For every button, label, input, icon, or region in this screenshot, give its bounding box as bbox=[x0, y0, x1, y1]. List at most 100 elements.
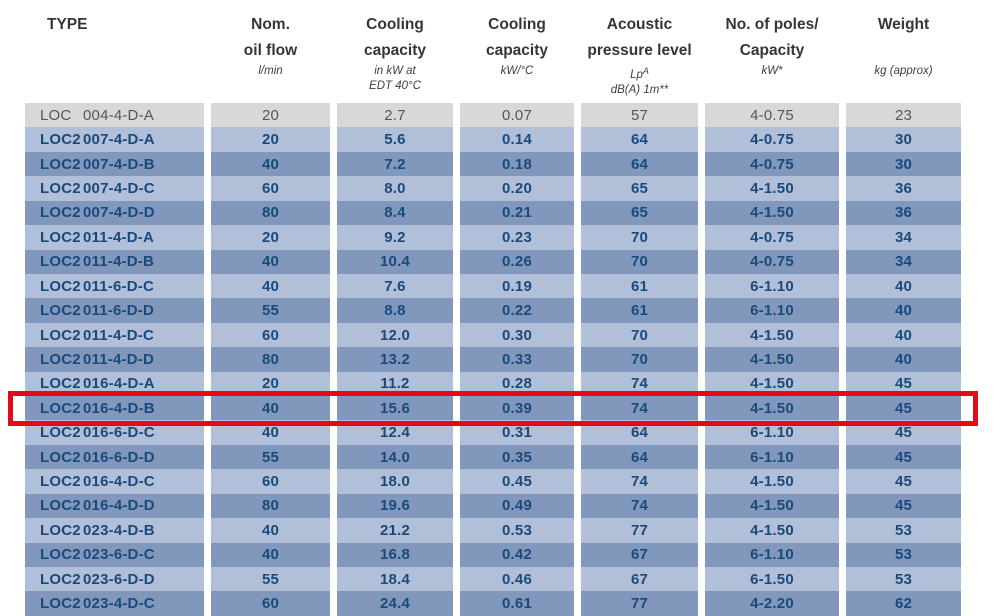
row-type-model: 016-4-D-C bbox=[83, 473, 155, 491]
cell-flow: 60 bbox=[211, 322, 330, 348]
header-unit: LpA dB(A) 1m** bbox=[610, 66, 669, 96]
row-type-prefix: LOC2 bbox=[40, 204, 81, 222]
cell-weight: 45 bbox=[846, 420, 961, 445]
cell-flow: 55 bbox=[211, 298, 330, 323]
cell-type: LOC2 011-4-D-A bbox=[25, 225, 204, 250]
header-title: Weight bbox=[877, 16, 930, 33]
table-row: LOC2 007-4-D-C 60 8.0 0.20 65 4-1.50 36 bbox=[25, 176, 961, 201]
row-type-model: 016-4-D-B bbox=[83, 399, 155, 417]
row-type-prefix: LOC2 bbox=[40, 570, 81, 588]
cell-weight: 53 bbox=[846, 567, 961, 592]
header-cell-cooling_kw: Cooling capacity in kW at EDT 40°C bbox=[337, 0, 453, 103]
cell-poles: 4-0.75 bbox=[705, 127, 839, 152]
cell-cooling-kw: 16.8 bbox=[337, 542, 453, 568]
cell-acoustic: 77 bbox=[581, 591, 698, 616]
row-type-model: 023-6-D-D bbox=[83, 570, 155, 588]
cell-weight: 45 bbox=[846, 469, 961, 494]
cell-cooling-kw: 18.4 bbox=[337, 567, 453, 592]
cell-cooling-kw: 10.4 bbox=[337, 249, 453, 274]
cell-cooling-kw: 7.6 bbox=[337, 273, 453, 299]
cell-cooling-kwc: 0.21 bbox=[460, 200, 574, 226]
cell-acoustic: 65 bbox=[581, 176, 698, 201]
row-type-prefix: LOC2 bbox=[40, 253, 81, 271]
cell-type: LOC2 016-4-D-D bbox=[25, 493, 204, 519]
cell-flow: 40 bbox=[211, 420, 330, 445]
cell-flow: 60 bbox=[211, 469, 330, 494]
cell-flow: 40 bbox=[211, 249, 330, 274]
cell-flow: 80 bbox=[211, 493, 330, 519]
table-row: LOC 004-4-D-A 20 2.7 0.07 57 4-0.75 23 bbox=[25, 103, 961, 128]
header-unit: kg (approx) bbox=[874, 65, 933, 77]
cell-poles: 6-1.10 bbox=[705, 444, 839, 470]
cell-cooling-kw: 12.4 bbox=[337, 420, 453, 445]
cell-acoustic: 77 bbox=[581, 518, 698, 543]
cell-type: LOC2 016-4-D-A bbox=[25, 371, 204, 397]
cell-weight: 45 bbox=[846, 371, 961, 397]
table-row: LOC2 016-4-D-A 20 11.2 0.28 74 4-1.50 45 bbox=[25, 371, 961, 397]
cell-poles: 4-0.75 bbox=[705, 151, 839, 177]
table-row: LOC2 016-4-D-D 80 19.6 0.49 74 4-1.50 45 bbox=[25, 493, 961, 519]
row-type-prefix: LOC2 bbox=[40, 399, 81, 417]
row-type-prefix: LOC2 bbox=[40, 179, 81, 197]
cell-cooling-kw: 8.8 bbox=[337, 298, 453, 323]
row-type-prefix: LOC2 bbox=[40, 473, 81, 491]
cell-flow: 40 bbox=[211, 396, 330, 421]
header-title: Acoustic pressure level bbox=[587, 16, 692, 59]
cell-flow: 55 bbox=[211, 567, 330, 592]
cell-cooling-kwc: 0.26 bbox=[460, 249, 574, 274]
row-type-model: 023-6-D-C bbox=[83, 546, 155, 564]
cell-cooling-kwc: 0.07 bbox=[460, 103, 574, 128]
row-type-prefix: LOC2 bbox=[40, 326, 81, 344]
cell-cooling-kwc: 0.18 bbox=[460, 151, 574, 177]
cell-cooling-kw: 12.0 bbox=[337, 322, 453, 348]
cell-weight: 45 bbox=[846, 493, 961, 519]
cell-weight: 36 bbox=[846, 200, 961, 226]
header-title: No. of poles/Capacity bbox=[725, 16, 819, 59]
cell-flow: 80 bbox=[211, 347, 330, 372]
table-row: LOC2 023-6-D-D 55 18.4 0.46 67 6-1.50 53 bbox=[25, 567, 961, 592]
cell-cooling-kwc: 0.45 bbox=[460, 469, 574, 494]
row-type-prefix: LOC2 bbox=[40, 448, 81, 466]
cell-weight: 30 bbox=[846, 127, 961, 152]
header-title: Cooling capacity bbox=[363, 16, 427, 59]
table-row: LOC2 007-4-D-A 20 5.6 0.14 64 4-0.75 30 bbox=[25, 127, 961, 152]
row-type-model: 007-4-D-D bbox=[83, 204, 155, 222]
header-unit: kW* bbox=[761, 65, 783, 77]
row-type-model: 016-4-D-D bbox=[83, 497, 155, 515]
table-row: LOC2 011-4-D-D 80 13.2 0.33 70 4-1.50 40 bbox=[25, 347, 961, 372]
cell-weight: 36 bbox=[846, 176, 961, 201]
cell-flow: 40 bbox=[211, 542, 330, 568]
cell-acoustic: 64 bbox=[581, 420, 698, 445]
cell-acoustic: 64 bbox=[581, 151, 698, 177]
cell-acoustic: 57 bbox=[581, 103, 698, 128]
cell-cooling-kw: 18.0 bbox=[337, 469, 453, 494]
cell-acoustic: 70 bbox=[581, 347, 698, 372]
cell-cooling-kwc: 0.14 bbox=[460, 127, 574, 152]
header-title: TYPE bbox=[47, 16, 88, 33]
cell-poles: 6-1.10 bbox=[705, 542, 839, 568]
cell-flow: 60 bbox=[211, 176, 330, 201]
cell-cooling-kw: 8.0 bbox=[337, 176, 453, 201]
cell-weight: 45 bbox=[846, 396, 961, 421]
row-type-prefix: LOC2 bbox=[40, 521, 81, 539]
header-cell-acoustic: Acoustic pressure level LpA dB(A) 1m** bbox=[581, 0, 698, 103]
row-type-prefix: LOC2 bbox=[40, 497, 81, 515]
cell-cooling-kw: 2.7 bbox=[337, 103, 453, 128]
row-type-model: 023-4-D-C bbox=[83, 595, 155, 613]
cell-weight: 53 bbox=[846, 542, 961, 568]
cell-cooling-kw: 8.4 bbox=[337, 200, 453, 226]
cell-type: LOC2 007-4-D-C bbox=[25, 176, 204, 201]
cell-poles: 4-1.50 bbox=[705, 347, 839, 372]
row-type-model: 016-4-D-A bbox=[83, 375, 155, 393]
cell-weight: 40 bbox=[846, 322, 961, 348]
cell-cooling-kw: 11.2 bbox=[337, 371, 453, 397]
cell-poles: 4-0.75 bbox=[705, 103, 839, 128]
cell-cooling-kw: 9.2 bbox=[337, 225, 453, 250]
cell-cooling-kwc: 0.20 bbox=[460, 176, 574, 201]
cell-cooling-kwc: 0.33 bbox=[460, 347, 574, 372]
cell-cooling-kw: 14.0 bbox=[337, 444, 453, 470]
table-row: LOC2 011-6-D-C 40 7.6 0.19 61 6-1.10 40 bbox=[25, 273, 961, 299]
cell-acoustic: 70 bbox=[581, 225, 698, 250]
cell-acoustic: 70 bbox=[581, 249, 698, 274]
